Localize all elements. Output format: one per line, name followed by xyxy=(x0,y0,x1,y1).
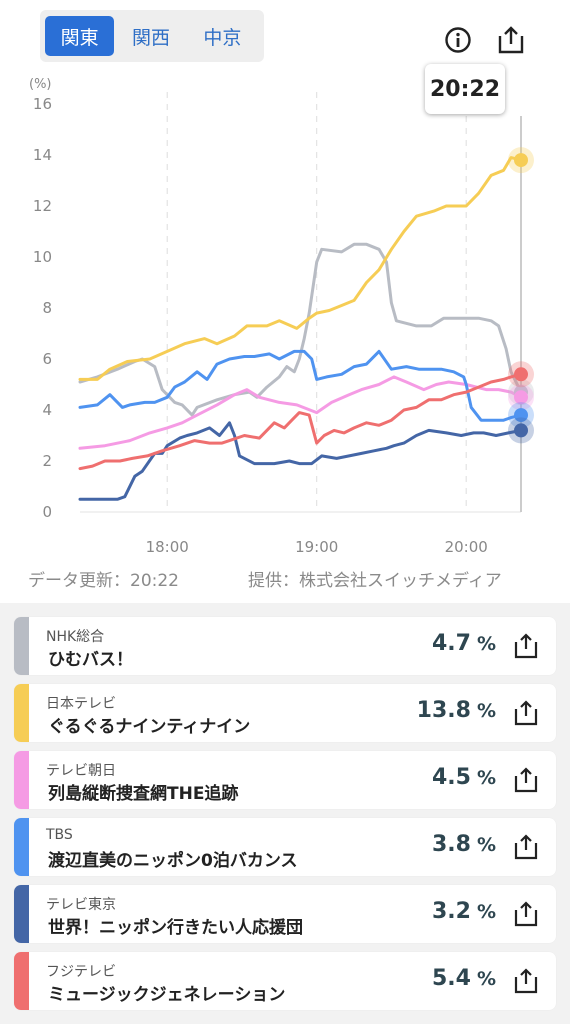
y-tick-label: 4 xyxy=(42,401,52,419)
share-icon[interactable] xyxy=(495,24,527,56)
ratings-chart[interactable]: (%) 0 2 4 6 8 10 12 14 16 18:00 19:00 20:00 xyxy=(0,0,570,560)
series-end-marker xyxy=(514,423,528,438)
channel-card-ntv[interactable]: 日本テレビ ぐるぐるナインティナイン 13.8% xyxy=(14,684,556,742)
network-name: フジテレビ xyxy=(46,964,116,980)
channel-color-stripe xyxy=(14,952,29,1010)
channel-card-tv-tokyo[interactable]: テレビ東京 世界！ニッポン行きたい人応援団 3.2% xyxy=(14,885,556,943)
share-icon[interactable] xyxy=(512,900,540,928)
network-name: テレビ東京 xyxy=(46,897,116,913)
y-tick-label: 10 xyxy=(33,248,52,266)
program-title: ぐるぐるナインティナイン xyxy=(48,717,251,737)
channel-color-stripe xyxy=(14,885,29,943)
tab-kansai[interactable]: 関西 xyxy=(131,26,170,49)
y-tick-label: 8 xyxy=(42,299,52,317)
channel-card-fuji-tv[interactable]: フジテレビ ミュージックジェネレーション 5.4% xyxy=(14,952,556,1010)
chart-panel: 関東 関西 中京 (%) 0 2 4 6 8 10 12 14 16 18:00 19:00 20:00… xyxy=(0,0,570,603)
channel-card-tbs[interactable]: TBS 渡辺直美のニッポン0泊バカンス 3.8% xyxy=(14,818,556,876)
program-title: ミュージックジェネレーション xyxy=(48,985,286,1005)
channel-color-stripe xyxy=(14,818,29,876)
channel-color-stripe xyxy=(14,684,29,742)
data-updated-label: データ更新：20:22 xyxy=(28,571,179,591)
tab-kanto[interactable]: 関東 xyxy=(45,16,115,56)
y-tick-label: 6 xyxy=(42,350,52,368)
provider-label: 提供：株式会社スイッチメディア xyxy=(248,571,502,591)
network-name: TBS xyxy=(46,827,73,843)
x-tick-label: 20:00 xyxy=(445,538,488,556)
region-tabs: 関東 関西 中京 xyxy=(40,10,264,62)
y-tick-label: 0 xyxy=(42,503,52,521)
y-tick-label: 16 xyxy=(33,95,52,113)
channel-card-tv-asahi[interactable]: テレビ朝日 列島縦断捜査網THE追跡 4.5% xyxy=(14,751,556,809)
series-line xyxy=(78,375,523,450)
channel-color-stripe xyxy=(14,617,29,675)
network-name: 日本テレビ xyxy=(46,696,116,712)
series-end-marker xyxy=(514,390,528,405)
program-title: ひむバス！ xyxy=(48,650,133,670)
rating-value: 3.2% xyxy=(431,899,496,924)
share-icon[interactable] xyxy=(512,632,540,660)
share-icon[interactable] xyxy=(512,699,540,727)
y-tick-label: 12 xyxy=(33,197,52,215)
tab-chukyo[interactable]: 中京 xyxy=(203,26,242,49)
network-name: NHK総合 xyxy=(46,629,105,645)
series-line xyxy=(78,156,523,381)
channel-card-nhk[interactable]: NHK総合 ひむバス！ 4.7% xyxy=(14,617,556,675)
share-icon[interactable] xyxy=(512,766,540,794)
series-end-marker xyxy=(514,367,528,382)
program-title: 渡辺直美のニッポン0泊バカンス xyxy=(48,851,298,871)
y-tick-label: 14 xyxy=(33,146,52,164)
series-line xyxy=(78,242,523,417)
y-tick-label: 2 xyxy=(42,452,52,470)
series-end-marker xyxy=(514,408,528,423)
program-title: 世界！ニッポン行きたい人応援団 xyxy=(48,918,303,938)
program-title: 列島縦断捜査網THE追跡 xyxy=(48,784,239,804)
series-end-marker xyxy=(514,153,528,168)
network-name: テレビ朝日 xyxy=(46,763,116,779)
time-tooltip: 20:22 xyxy=(425,64,505,114)
rating-value: 3.8% xyxy=(431,832,496,857)
rating-value: 13.8% xyxy=(416,698,496,723)
share-icon[interactable] xyxy=(512,967,540,995)
rating-value: 5.4% xyxy=(431,966,496,991)
y-axis-unit-label: (%) xyxy=(29,77,52,92)
x-tick-label: 18:00 xyxy=(146,538,189,556)
x-tick-label: 19:00 xyxy=(295,538,338,556)
rating-value: 4.7% xyxy=(431,631,496,656)
channel-color-stripe xyxy=(14,751,29,809)
info-icon[interactable] xyxy=(442,24,474,56)
share-icon[interactable] xyxy=(512,833,540,861)
series-line xyxy=(78,349,523,422)
series-line xyxy=(78,372,523,471)
rating-value: 4.5% xyxy=(431,765,496,790)
